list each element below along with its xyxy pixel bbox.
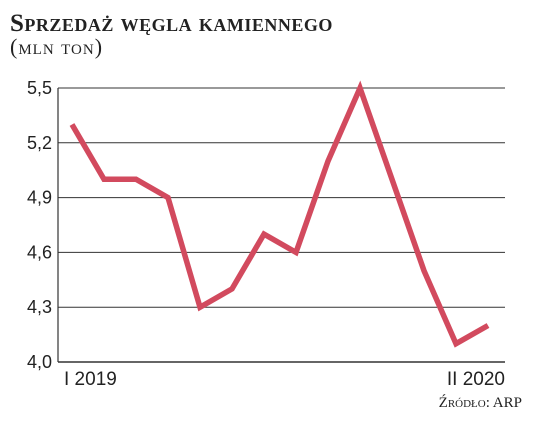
y-tick-label: 4,0	[27, 352, 52, 372]
chart-subtitle: (mln ton)	[10, 34, 104, 59]
y-tick-label: 5,5	[27, 78, 52, 98]
y-tick-label: 4,6	[27, 242, 52, 262]
y-tick-label: 5,2	[27, 133, 52, 153]
chart-title: Sprzedaż węgla kamiennego	[10, 10, 333, 37]
y-tick-label: 4,9	[27, 188, 52, 208]
x-tick-label: I 2019	[64, 369, 117, 390]
y-tick-label: 4,3	[27, 297, 52, 317]
source-note: Źródło: ARP	[438, 395, 522, 411]
series-line	[69, 80, 490, 348]
x-tick-label: II 2020	[447, 369, 505, 390]
